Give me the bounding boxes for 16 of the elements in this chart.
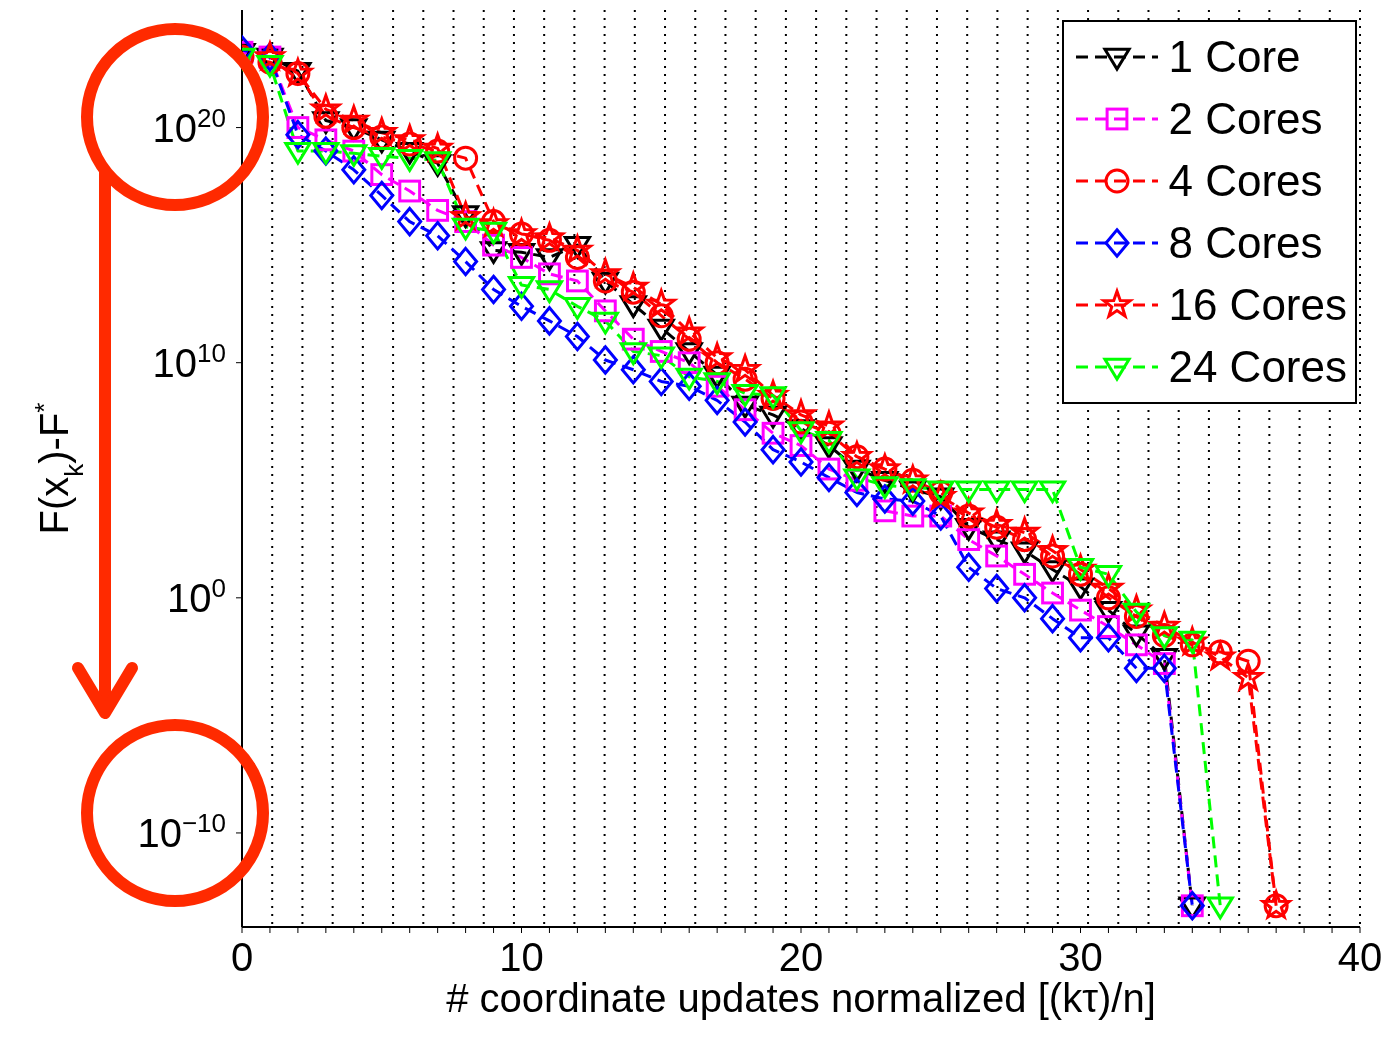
legend-label: 24 Cores	[1168, 342, 1347, 391]
legend-label: 4 Cores	[1168, 156, 1323, 205]
y-tick-label: 10$^{−10}$	[137, 807, 226, 855]
legend-label: 16 Cores	[1168, 280, 1347, 329]
y-tick-label: 10$^{10}$	[152, 337, 226, 385]
y-tick-label: 10$^{0}$	[167, 572, 226, 620]
x-tick-label: 30	[1058, 935, 1103, 979]
x-tick-label: 10	[499, 935, 544, 979]
x-tick-label: 0	[230, 935, 254, 979]
x-tick-label: 20	[778, 935, 824, 979]
x-axis-title: # coordinate updates normalized [(kτ)/n]	[446, 976, 1156, 1020]
x-tick-label: 40	[1337, 935, 1383, 979]
y-tick-label: 10$^{20}$	[152, 102, 226, 150]
legend-label: 2 Cores	[1168, 94, 1323, 143]
legend-label: 8 Cores	[1168, 218, 1323, 267]
legend-label: 1 Core	[1168, 32, 1301, 81]
